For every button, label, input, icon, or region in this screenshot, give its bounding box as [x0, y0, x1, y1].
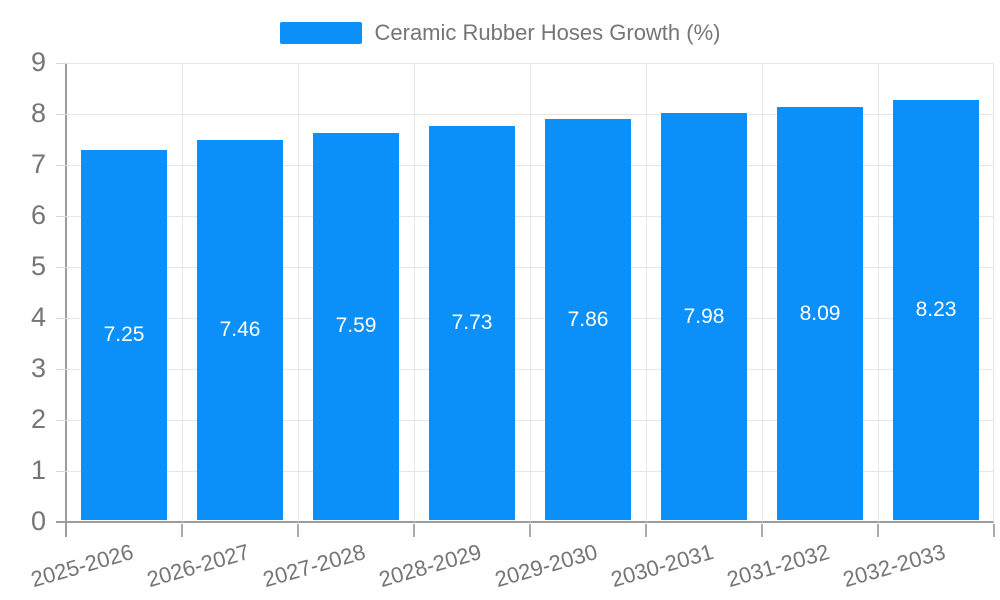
x-axis-tick-label: 2028-2029: [375, 539, 484, 593]
bar[interactable]: 7.46: [197, 139, 283, 520]
x-axis-tick: [993, 524, 995, 537]
gridline-vertical: [878, 63, 879, 522]
x-axis-tick: [761, 524, 763, 537]
y-axis-tick-label: 5: [30, 250, 46, 281]
bar[interactable]: 7.73: [429, 125, 515, 520]
y-axis-tick-label: 0: [30, 505, 46, 536]
bar[interactable]: 7.59: [313, 132, 399, 520]
y-axis-tick-label: 4: [30, 301, 46, 332]
bar[interactable]: 8.09: [777, 107, 863, 520]
y-axis-tick-label: 8: [30, 97, 46, 128]
x-axis-tick: [877, 524, 879, 537]
gridline-vertical: [646, 63, 647, 522]
gridline-vertical: [414, 63, 415, 522]
y-axis-tick: [56, 63, 66, 64]
x-axis-tick-label: 2032-2033: [839, 539, 948, 593]
gridline-vertical: [993, 63, 994, 522]
bar-value-label: 7.86: [567, 307, 609, 331]
legend[interactable]: Ceramic Rubber Hoses Growth (%): [0, 20, 1000, 46]
y-axis-tick: [56, 216, 66, 217]
x-axis-tick: [297, 524, 299, 537]
x-axis-line: [56, 521, 994, 523]
y-axis-tick: [56, 114, 66, 115]
y-axis-tick: [56, 318, 66, 319]
x-axis-tick-label: 2025-2026: [27, 539, 136, 593]
y-axis-tick: [56, 420, 66, 421]
bar-value-label: 8.09: [799, 301, 841, 325]
bar[interactable]: 7.25: [81, 150, 167, 520]
y-axis-tick-label: 6: [30, 199, 46, 230]
bar-value-label: 7.25: [103, 323, 145, 347]
bar-value-label: 7.46: [219, 317, 261, 341]
x-axis-tick-label: 2027-2028: [259, 539, 368, 593]
bar[interactable]: 7.98: [661, 113, 747, 520]
y-axis-line: [65, 63, 67, 537]
y-axis-tick-label: 7: [30, 148, 46, 179]
x-axis-tick: [529, 524, 531, 537]
y-axis-tick-label: 1: [30, 454, 46, 485]
x-axis-tick-label: 2029-2030: [491, 539, 600, 593]
x-axis-tick-label: 2031-2032: [723, 539, 832, 593]
y-axis-tick-label: 3: [30, 352, 46, 383]
gridline-vertical: [530, 63, 531, 522]
legend-swatch: [279, 22, 362, 44]
y-axis-tick: [56, 267, 66, 268]
gridline-vertical: [298, 63, 299, 522]
x-axis-tick-label: 2026-2027: [143, 539, 252, 593]
x-axis-tick-label: 2030-2031: [607, 539, 716, 593]
x-axis-tick: [181, 524, 183, 537]
bar[interactable]: 8.23: [893, 100, 979, 520]
x-axis-tick: [413, 524, 415, 537]
bar[interactable]: 7.86: [545, 119, 631, 520]
plot-area: 0 1 2 3 4 5 6 7 8 9 7.25 7.46 7.59 7.73 7.86 7.98 8.09 8.…: [28, 47, 995, 592]
bar-value-label: 8.23: [915, 298, 957, 322]
y-axis-tick: [56, 165, 66, 166]
x-axis-tick: [645, 524, 647, 537]
gridline-vertical: [182, 63, 183, 522]
y-axis-tick: [56, 471, 66, 472]
bar-value-label: 7.59: [335, 314, 377, 338]
gridline-vertical: [762, 63, 763, 522]
y-axis-tick-label: 9: [30, 46, 46, 77]
legend-label: Ceramic Rubber Hoses Growth (%): [374, 20, 721, 45]
y-axis-tick: [56, 369, 66, 370]
y-axis-tick-label: 2: [30, 403, 46, 434]
bar-value-label: 7.98: [683, 304, 725, 328]
bar-value-label: 7.73: [451, 310, 493, 334]
